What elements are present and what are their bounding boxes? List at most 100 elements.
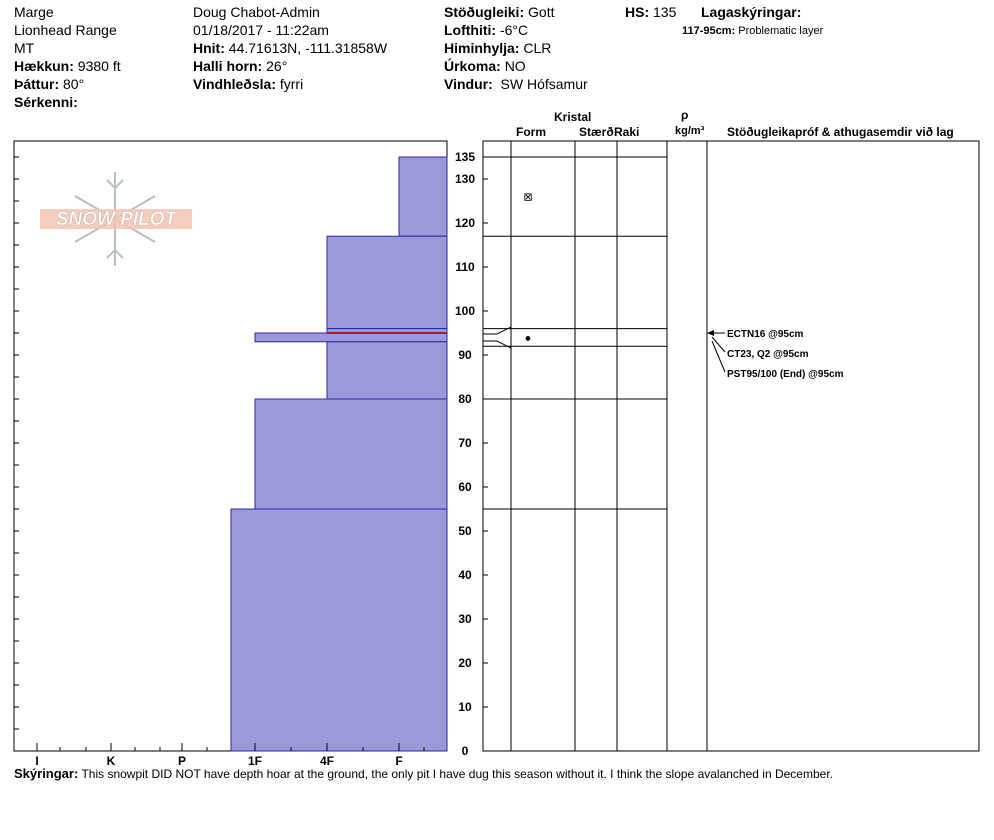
depth-label: 40 xyxy=(458,568,472,582)
header-col-observer: Doug Chabot-Admin 01/18/2017 - 11:22am H… xyxy=(193,3,387,93)
coords-value: 44.71613N, -111.31858W xyxy=(228,40,388,56)
density-symbol: ρ xyxy=(681,108,688,122)
state: MT xyxy=(14,40,35,56)
layer-note: 117-95cm: Problematic layer xyxy=(682,22,823,40)
snowpilot-logo: SNOW PILOT xyxy=(40,172,192,266)
depth-label: 50 xyxy=(458,524,472,538)
sky-row: Himinhylja: CLR xyxy=(444,39,588,57)
stability-row: Stöðugleiki: Gott xyxy=(444,3,588,21)
wind-label: Vindur: xyxy=(444,76,493,92)
hs-value: 135 xyxy=(653,4,677,20)
specifics-row: Sérkenni: xyxy=(14,93,121,111)
observer-name: Doug Chabot-Admin xyxy=(193,4,320,20)
precip-value: NO xyxy=(504,58,526,74)
grain-form-symbol: ⊠ xyxy=(523,192,532,204)
mountain-range: Lionhead Range xyxy=(14,22,117,38)
depth-label: 135 xyxy=(455,150,475,164)
wind-row: Vindur: SW Hófsamur xyxy=(444,75,588,93)
coords-label: Hnit: xyxy=(193,40,225,56)
elevation-value: 9380 ft xyxy=(77,58,121,74)
specifics-label: Sérkenni: xyxy=(14,94,78,110)
test-label-pst: PST95/100 (End) @95cm xyxy=(727,369,844,380)
test-arrow xyxy=(711,340,726,373)
stability-label: Stöðugleiki: xyxy=(444,4,525,20)
comments: Skýringar: This snowpit DID NOT have dep… xyxy=(14,766,833,781)
test-label-ectn: ECTN16 @95cm xyxy=(727,329,804,340)
wind-loading-row: Vindhleðsla: fyrri xyxy=(193,75,387,93)
depth-label: 100 xyxy=(455,304,475,318)
air-temp-label: Lofthiti: xyxy=(444,22,497,38)
crystal-header: Kristal xyxy=(554,110,591,124)
depth-label: 110 xyxy=(455,260,475,274)
hardness-layer-bar xyxy=(326,235,448,330)
precip-row: Úrkoma: NO xyxy=(444,57,588,75)
aspect-label: Þáttur: xyxy=(14,76,60,92)
tests-header: Stöðugleikapróf & athugasemdir við lag xyxy=(727,125,954,139)
hs-label: HS: xyxy=(625,4,650,20)
arrowhead-icon xyxy=(707,330,714,336)
depth-connector-line xyxy=(483,326,512,335)
location-name: Marge xyxy=(14,4,54,20)
hardness-label: P xyxy=(178,754,186,768)
snow-height: HS: 135 xyxy=(625,3,676,21)
header-col-location: Marge Lionhead Range MT Hækkun: 9380 ft … xyxy=(14,3,121,111)
header-col-conditions: Stöðugleiki: Gott Lofthiti: -6°C Himinhy… xyxy=(444,3,588,93)
logo-text: SNOW PILOT xyxy=(56,209,178,230)
depth-label: 10 xyxy=(458,700,472,714)
density-unit: kg/m³ xyxy=(675,125,705,137)
layer-notes-title: Lagaskýringar: xyxy=(701,4,802,20)
aspect-row: Þáttur: 80° xyxy=(14,75,121,93)
hardness-label: F xyxy=(395,754,402,768)
depth-label: 130 xyxy=(455,172,475,186)
slope-row: Halli horn: 26° xyxy=(193,57,387,75)
depth-label: 120 xyxy=(455,216,475,230)
hardness-label: K xyxy=(107,754,116,768)
slope-value: 26° xyxy=(266,58,288,74)
elevation-row: Hækkun: 9380 ft xyxy=(14,57,121,75)
depth-label: 80 xyxy=(458,392,472,406)
aspect-value: 80° xyxy=(63,76,85,92)
comments-label: Skýringar: xyxy=(14,766,79,781)
hardness-layer-bar xyxy=(398,156,448,237)
layer-table-frame xyxy=(482,140,980,752)
depth-label: 20 xyxy=(458,656,472,670)
comments-text: This snowpit DID NOT have depth hoar at … xyxy=(81,767,833,781)
moisture-header: Raki xyxy=(614,125,639,139)
size-header: Stærð xyxy=(579,125,614,139)
hardness-label: 1F xyxy=(248,754,262,768)
test-label-ct: CT23, Q2 @95cm xyxy=(727,349,809,360)
form-header: Form xyxy=(516,125,546,139)
depth-label: 0 xyxy=(462,744,469,758)
hardness-label: I xyxy=(35,754,38,768)
wind-loading-value: fyrri xyxy=(279,76,304,92)
wind-value: SW Hófsamur xyxy=(500,76,588,92)
hardness-label: 4F xyxy=(320,754,334,768)
test-arrow xyxy=(711,336,726,353)
hardness-layer-bar xyxy=(254,332,448,343)
depth-label: 90 xyxy=(458,348,472,362)
air-temp-row: Lofthiti: -6°C xyxy=(444,21,588,39)
logo-banner xyxy=(40,209,192,229)
wind-loading-label: Vindhleðsla: xyxy=(193,76,276,92)
depth-connector-line xyxy=(483,340,512,349)
coords-row: Hnit: 44.71613N, -111.31858W xyxy=(193,39,387,57)
slope-label: Halli horn: xyxy=(193,58,263,74)
layer-note-range: 117-95cm: xyxy=(682,25,736,37)
hardness-layer-bar xyxy=(326,341,448,400)
sky-label: Himinhylja: xyxy=(444,40,520,56)
hardness-layer-bar xyxy=(254,398,448,510)
layer-note-text: Problematic layer xyxy=(738,25,824,37)
depth-label: 30 xyxy=(458,612,472,626)
elevation-label: Hækkun: xyxy=(14,58,74,74)
hardness-layer-bar xyxy=(230,508,448,752)
precip-label: Úrkoma: xyxy=(444,58,501,74)
grain-form-symbol: ● xyxy=(525,332,532,344)
air-temp-value: -6°C xyxy=(499,22,529,38)
stability-tests: ECTN16 @95cm CT23, Q2 @95cm PST95/100 (E… xyxy=(707,329,844,380)
stability-value: Gott xyxy=(528,4,555,20)
depth-label: 60 xyxy=(458,480,472,494)
depth-label: 70 xyxy=(458,436,472,450)
sky-value: CLR xyxy=(523,40,552,56)
observation-datetime: 01/18/2017 - 11:22am xyxy=(193,22,329,38)
